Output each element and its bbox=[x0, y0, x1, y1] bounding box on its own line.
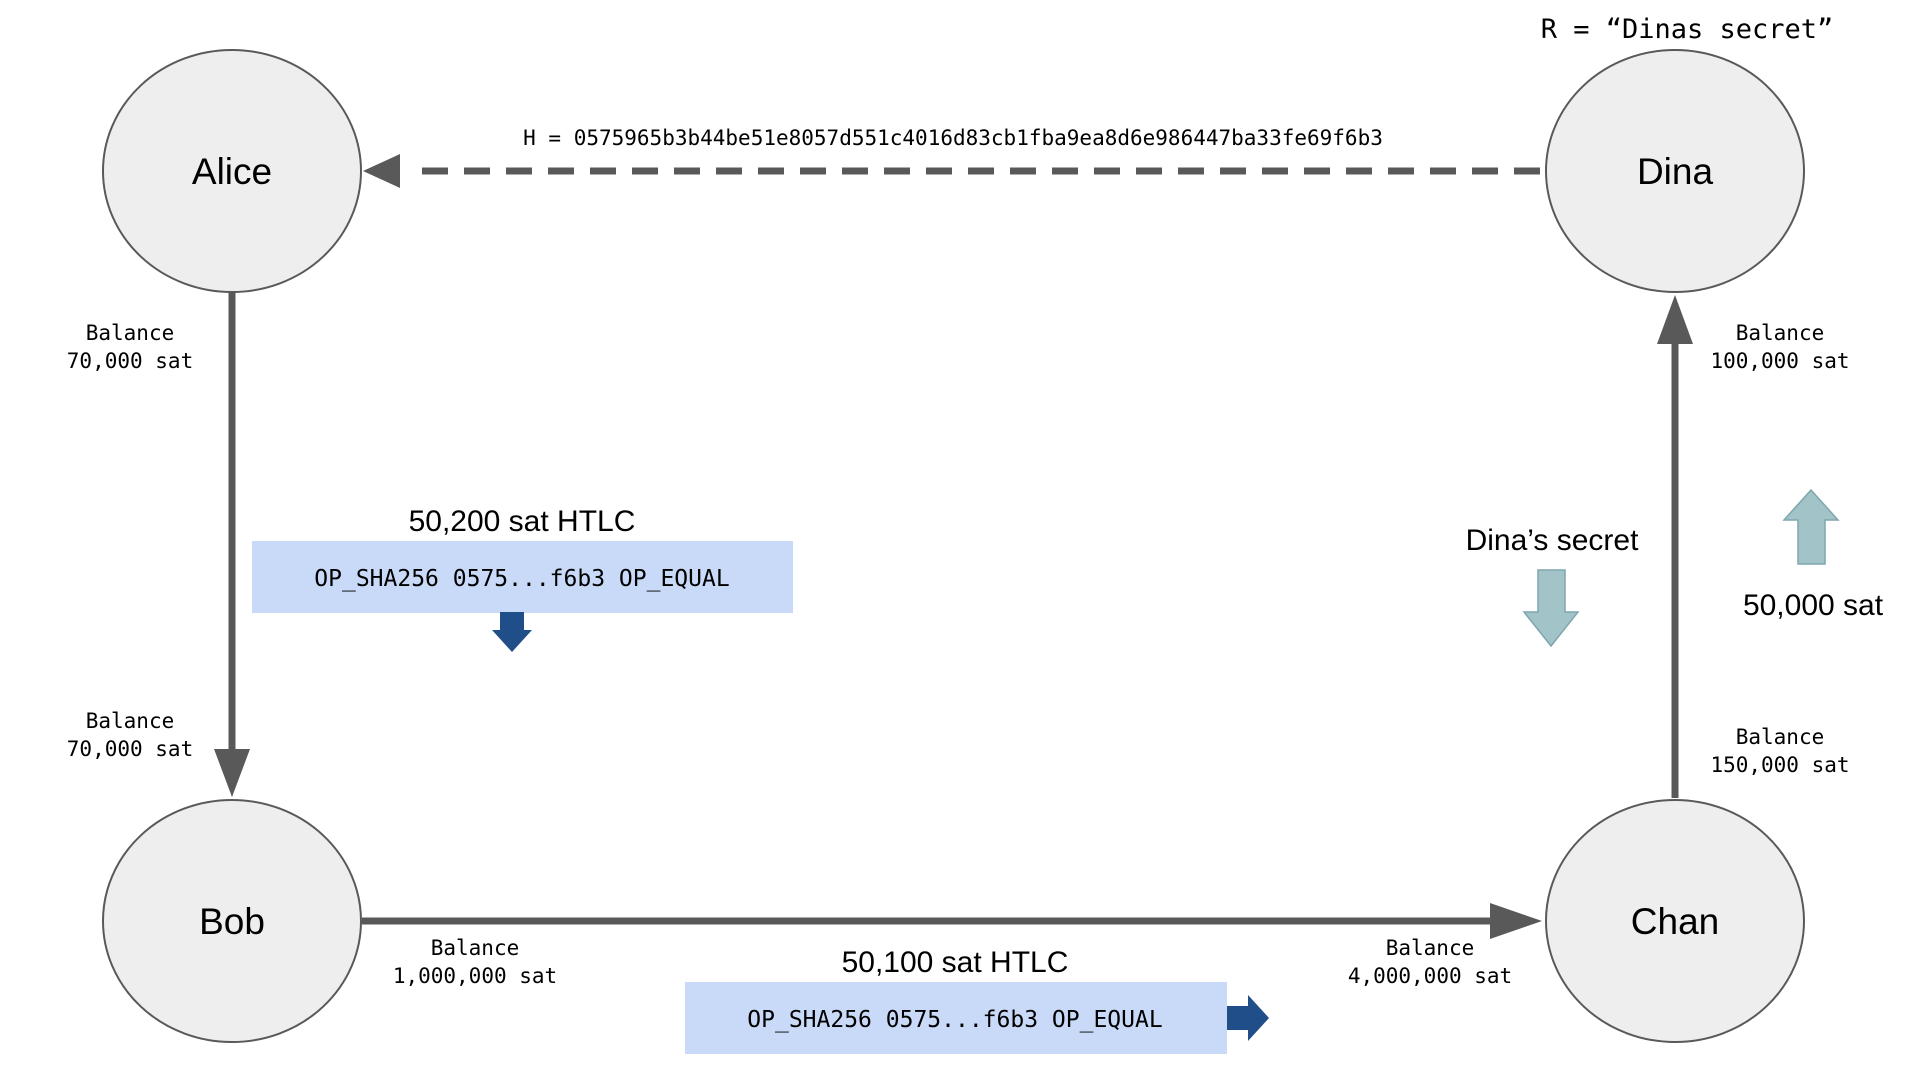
edges bbox=[214, 154, 1693, 939]
node-label-chan: Chan bbox=[1631, 901, 1719, 942]
dinas-secret-flow: Dina’s secret bbox=[1466, 524, 1640, 648]
balance-amount: 4,000,000 sat bbox=[1348, 964, 1512, 988]
arrowhead-alice bbox=[363, 154, 400, 188]
down-arrow-icon bbox=[492, 612, 532, 652]
balance-chan-left: Balance 4,000,000 sat bbox=[1348, 936, 1512, 988]
balance-bob-top: Balance 70,000 sat bbox=[67, 709, 193, 761]
balance-label: Balance bbox=[431, 936, 520, 960]
balance-amount: 150,000 sat bbox=[1710, 753, 1849, 777]
node-dina: Dina bbox=[1545, 49, 1805, 293]
hash-label: H = 0575965b3b44be51e8057d551c4016d83cb1… bbox=[523, 126, 1383, 150]
balance-label: Balance bbox=[1386, 936, 1475, 960]
htlc-alice-bob: 50,200 sat HTLC OP_SHA256 0575...f6b3 OP… bbox=[252, 505, 793, 652]
arrowhead-bob bbox=[214, 749, 250, 797]
script-text: OP_SHA256 0575...f6b3 OP_EQUAL bbox=[314, 566, 729, 592]
htlc-title: 50,100 sat HTLC bbox=[842, 946, 1069, 979]
balance-label: Balance bbox=[86, 321, 175, 345]
node-bob: Bob bbox=[102, 799, 362, 1043]
balance-bob-right: Balance 1,000,000 sat bbox=[393, 936, 557, 988]
payment-amount-label: 50,000 sat bbox=[1743, 589, 1884, 622]
node-chan: Chan bbox=[1545, 799, 1805, 1043]
htlc-title: 50,200 sat HTLC bbox=[409, 505, 636, 538]
node-label-bob: Bob bbox=[199, 901, 265, 942]
secret-label: R = “Dinas secret” bbox=[1541, 14, 1834, 45]
arrowhead-dina bbox=[1657, 295, 1693, 344]
payment-flow: 50,000 sat bbox=[1743, 488, 1884, 622]
right-arrow-icon bbox=[1227, 995, 1269, 1041]
script-box bbox=[685, 982, 1227, 1054]
node-label-alice: Alice bbox=[192, 151, 272, 192]
balance-amount: 70,000 sat bbox=[67, 349, 193, 373]
balance-alice-top: Balance 70,000 sat bbox=[67, 321, 193, 373]
dinas-secret-label: Dina’s secret bbox=[1466, 524, 1640, 557]
balance-label: Balance bbox=[1736, 321, 1825, 345]
node-label-dina: Dina bbox=[1637, 151, 1714, 192]
balance-label: Balance bbox=[1736, 725, 1825, 749]
balance-amount: 100,000 sat bbox=[1710, 349, 1849, 373]
balance-amount: 1,000,000 sat bbox=[393, 964, 557, 988]
arrowhead-chan bbox=[1490, 903, 1542, 939]
balance-label: Balance bbox=[86, 709, 175, 733]
balance-dina-bottom: Balance 100,000 sat bbox=[1710, 321, 1849, 373]
node-alice: Alice bbox=[102, 49, 362, 293]
up-arrow-icon bbox=[1782, 488, 1840, 565]
balance-chan-top: Balance 150,000 sat bbox=[1710, 725, 1849, 777]
down-arrow-icon bbox=[1522, 569, 1580, 648]
script-box bbox=[252, 541, 793, 613]
balance-amount: 70,000 sat bbox=[67, 737, 193, 761]
script-text: OP_SHA256 0575...f6b3 OP_EQUAL bbox=[747, 1007, 1162, 1033]
htlc-bob-chan: 50,100 sat HTLC OP_SHA256 0575...f6b3 OP… bbox=[685, 946, 1269, 1054]
